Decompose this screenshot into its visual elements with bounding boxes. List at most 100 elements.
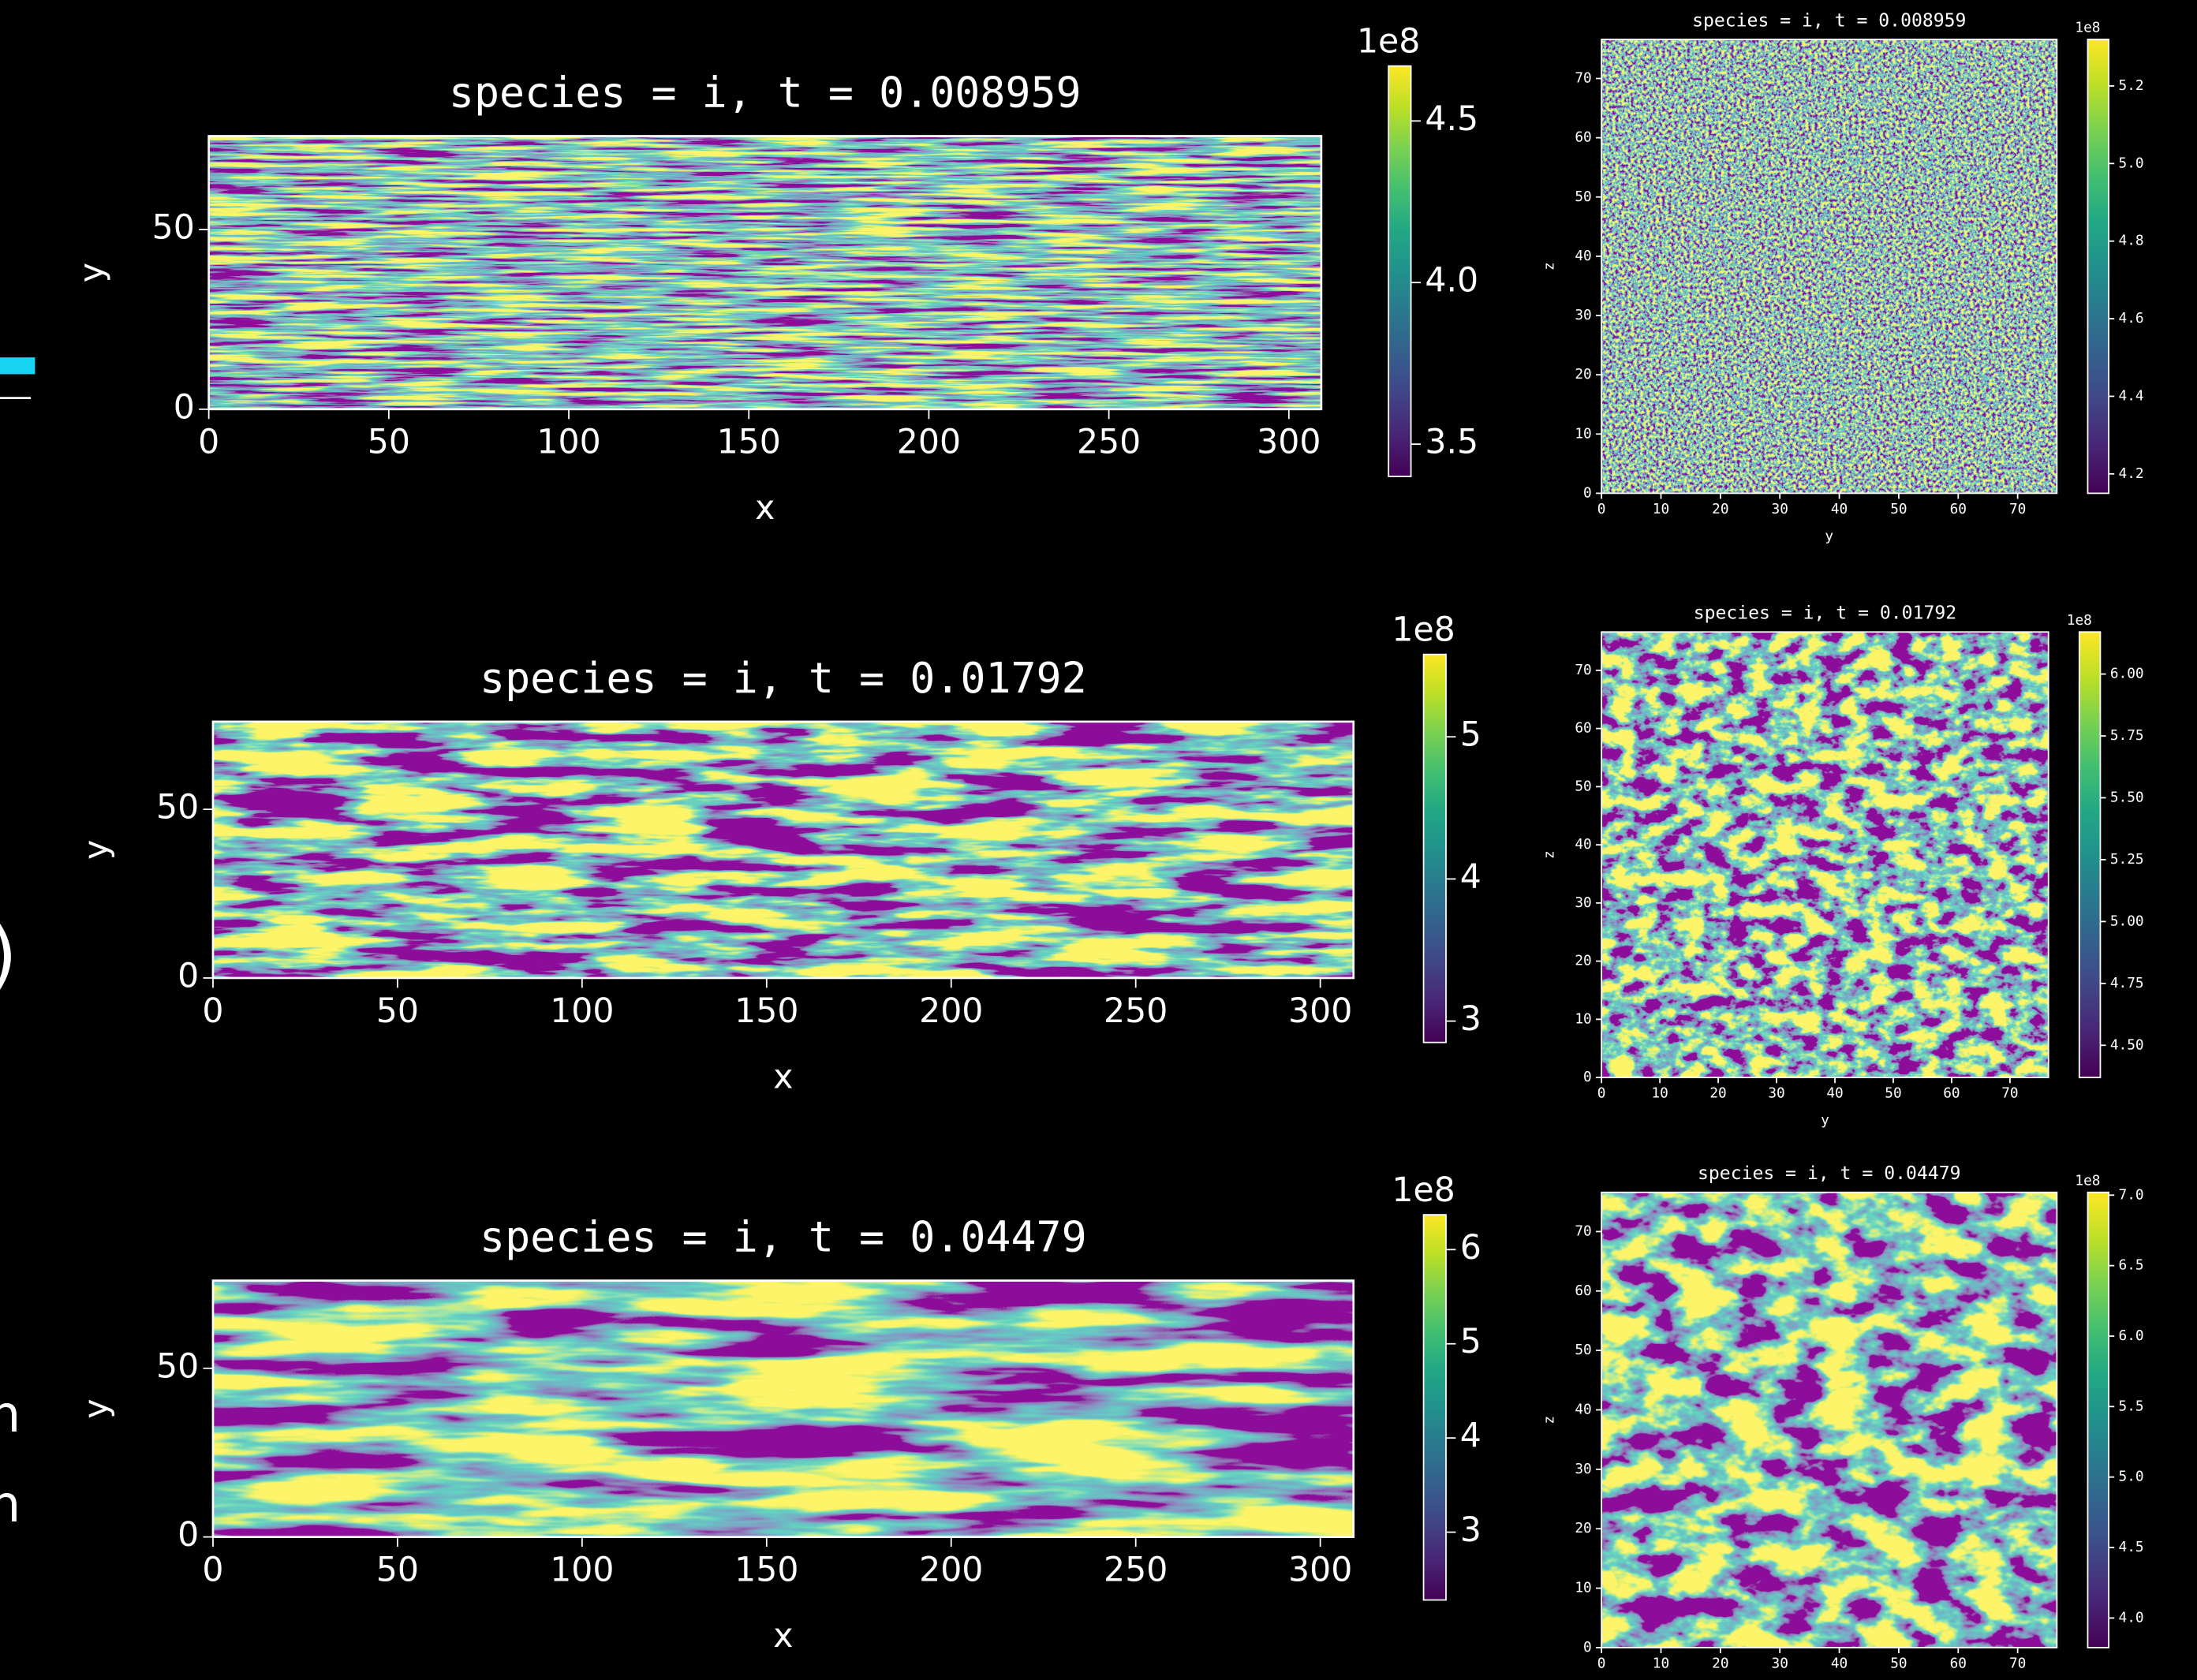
y-tick-label: 0 xyxy=(1583,485,1592,501)
colorbar-tick-label: 7.0 xyxy=(2119,1187,2144,1203)
x-tick-label: 300 xyxy=(1257,423,1321,462)
edge-fragment: n xyxy=(0,1386,21,1444)
x-tick-label: 200 xyxy=(919,1551,983,1590)
x-tick-label: 20 xyxy=(1709,1085,1726,1101)
colorbar-tick-label: 4.75 xyxy=(2110,976,2144,991)
x-tick-label: 10 xyxy=(1653,502,1669,517)
x-tick-label: 250 xyxy=(1104,991,1168,1031)
y-tick-label: 50 xyxy=(152,207,195,247)
y-tick-label: 10 xyxy=(1575,426,1591,442)
y-tick-label: 50 xyxy=(1575,778,1591,794)
edge-fragment: ) xyxy=(0,912,17,997)
x-tick-label: 60 xyxy=(1950,502,1967,517)
colorbar-tick-label: 4.4 xyxy=(2119,388,2144,404)
plot-frame xyxy=(207,135,1323,411)
colorbar-offset: 1e8 xyxy=(2067,613,2092,629)
y-tick-label: 60 xyxy=(1575,130,1591,146)
plot-frame xyxy=(1601,39,2058,495)
chart-title: species = i, t = 0.04479 xyxy=(1698,1163,1960,1184)
y-tick-label: 50 xyxy=(1575,1342,1591,1358)
x-tick-label: 250 xyxy=(1104,1551,1168,1590)
x-tick-label: 30 xyxy=(1768,1085,1784,1101)
colorbar-tick-label: 4 xyxy=(1460,857,1481,897)
y-tick-label: 70 xyxy=(1575,1223,1591,1239)
x-axis-label: x xyxy=(773,1057,793,1096)
heatmap-image xyxy=(1601,39,2057,494)
x-tick-label: 50 xyxy=(368,423,410,462)
y-tick-label: 30 xyxy=(1575,308,1591,323)
x-tick-label: 50 xyxy=(1890,502,1907,517)
x-tick-label: 10 xyxy=(1651,1085,1668,1101)
colorbar xyxy=(2078,631,2102,1078)
colorbar-tick-label: 6.5 xyxy=(2119,1258,2144,1274)
chart-title: species = i, t = 0.04479 xyxy=(480,1213,1087,1262)
x-tick-label: 70 xyxy=(2001,1085,2018,1101)
x-axis-label: x xyxy=(773,1616,793,1656)
x-tick-label: 100 xyxy=(550,1551,614,1590)
x-axis-label: y xyxy=(1825,528,1833,544)
x-tick-label: 20 xyxy=(1712,1656,1728,1671)
y-tick-label: 0 xyxy=(1583,1070,1592,1085)
x-tick-label: 300 xyxy=(1288,991,1352,1031)
heatmap-image xyxy=(1601,632,2049,1078)
x-tick-label: 250 xyxy=(1077,423,1141,462)
colorbar-tick-label: 5 xyxy=(1460,1322,1481,1361)
x-tick-label: 40 xyxy=(1831,1656,1848,1671)
colorbar-tick-label: 6.0 xyxy=(2119,1328,2144,1344)
x-axis-label: y xyxy=(1821,1113,1829,1129)
x-tick-label: 30 xyxy=(1772,1656,1788,1671)
x-tick-label: 200 xyxy=(919,991,983,1031)
colorbar-tick-label: 5.0 xyxy=(2119,1469,2144,1485)
x-tick-label: 0 xyxy=(202,991,223,1031)
heatmap-chart: species = i, t = 0.01792 0 10 20 30 40 50 60 70 0… xyxy=(1541,603,2143,1129)
x-tick-label: 0 xyxy=(1597,1085,1606,1101)
colorbar-tick-label: 5 xyxy=(1460,715,1481,755)
colorbar-offset: 1e8 xyxy=(1357,22,1420,62)
y-tick-label: 0 xyxy=(1583,1640,1592,1656)
colorbar-tick-label: 5.50 xyxy=(2110,790,2144,805)
x-tick-label: 40 xyxy=(1831,502,1848,517)
x-tick-label: 0 xyxy=(198,423,219,462)
colorbar-tick-label: 4 xyxy=(1460,1417,1481,1456)
heatmap-image xyxy=(212,1280,1354,1537)
plot-frame xyxy=(1601,631,2049,1078)
y-tick-label: 50 xyxy=(156,788,199,827)
colorbar-offset: 1e8 xyxy=(1392,610,1455,650)
y-tick-label: 30 xyxy=(1575,895,1591,911)
plot-frame xyxy=(211,720,1355,980)
x-tick-label: 0 xyxy=(1597,502,1606,517)
colorbar-tick-label: 4.5 xyxy=(2119,1540,2144,1555)
x-tick-label: 50 xyxy=(1890,1656,1907,1671)
colorbar-tick-label: 6 xyxy=(1460,1228,1481,1267)
colorbar-tick-label: 4.6 xyxy=(2119,311,2144,327)
y-tick-label: 40 xyxy=(1575,837,1591,853)
y-tick-label: 0 xyxy=(177,1515,199,1555)
x-tick-label: 0 xyxy=(1597,1656,1606,1671)
y-tick-label: 10 xyxy=(1575,1581,1591,1596)
x-tick-label: 50 xyxy=(1885,1085,1901,1101)
colorbar-tick-label: 4.0 xyxy=(1425,261,1478,301)
colorbar-tick-label: 6.00 xyxy=(2110,666,2144,682)
colorbar-tick-label: 4.50 xyxy=(2110,1037,2144,1053)
colorbar-tick-label: 5.25 xyxy=(2110,852,2144,868)
x-tick-label: 150 xyxy=(734,1551,798,1590)
x-tick-label: 70 xyxy=(2009,502,2026,517)
chart-title: species = i, t = 0.008959 xyxy=(1692,10,1966,31)
heatmap-image xyxy=(208,136,1321,409)
colorbar-tick-label: 5.00 xyxy=(2110,913,2144,929)
colorbar-tick-label: 4.5 xyxy=(1425,99,1478,139)
x-tick-label: 0 xyxy=(202,1551,223,1590)
x-tick-label: 300 xyxy=(1288,1551,1352,1590)
x-tick-label: 60 xyxy=(1950,1656,1967,1671)
y-axis-label: z xyxy=(1541,1416,1557,1424)
colorbar-tick-label: 3 xyxy=(1460,999,1481,1039)
plot-frame xyxy=(1601,1191,2058,1648)
y-axis-label: y xyxy=(77,1399,116,1419)
heatmap-chart: species = i, t = 0.008959 0 50 100 150 200 250… xyxy=(73,22,1479,528)
colorbar xyxy=(2087,1191,2109,1648)
y-axis-label: y xyxy=(73,263,112,282)
y-tick-label: 60 xyxy=(1575,721,1591,737)
